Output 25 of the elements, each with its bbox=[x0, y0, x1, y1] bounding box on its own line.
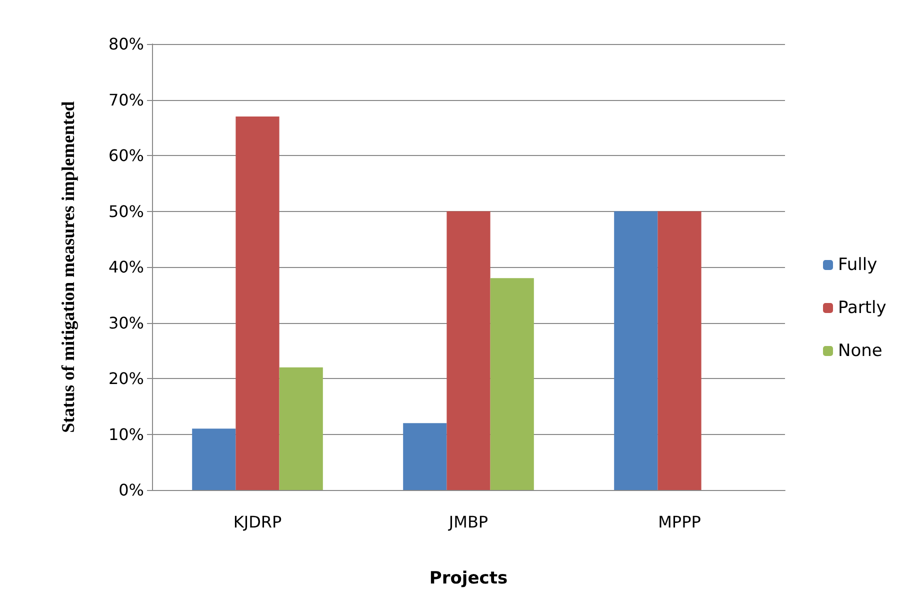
legend-label: Partly bbox=[838, 298, 886, 318]
x-tick-label: MPPP bbox=[658, 512, 702, 532]
y-axis-title: Status of mitigation measures implemented bbox=[58, 101, 78, 433]
y-tick-label: 20% bbox=[108, 369, 144, 388]
legend-label: None bbox=[838, 341, 882, 361]
bar bbox=[279, 367, 323, 490]
y-tick-label: 10% bbox=[108, 424, 144, 444]
legend-label: Fully bbox=[838, 255, 878, 275]
x-tick-label: JMBP bbox=[448, 512, 488, 532]
bar bbox=[236, 116, 280, 490]
bar bbox=[446, 211, 490, 490]
y-tick-label: 40% bbox=[108, 258, 144, 276]
bar bbox=[403, 423, 447, 490]
y-tick-label: 60% bbox=[108, 146, 144, 165]
bar bbox=[192, 428, 236, 490]
y-tick-label: 30% bbox=[108, 313, 144, 332]
bar bbox=[614, 211, 658, 490]
y-tick-label: 70% bbox=[108, 90, 144, 110]
y-tick-label: 80% bbox=[108, 34, 144, 54]
x-axis-title: Projects bbox=[429, 568, 508, 588]
y-tick-label: 50% bbox=[108, 202, 144, 221]
bar bbox=[658, 211, 702, 490]
bar bbox=[490, 278, 534, 490]
x-tick-label: KJDRP bbox=[233, 512, 282, 532]
y-tick-label: 0% bbox=[118, 480, 144, 500]
